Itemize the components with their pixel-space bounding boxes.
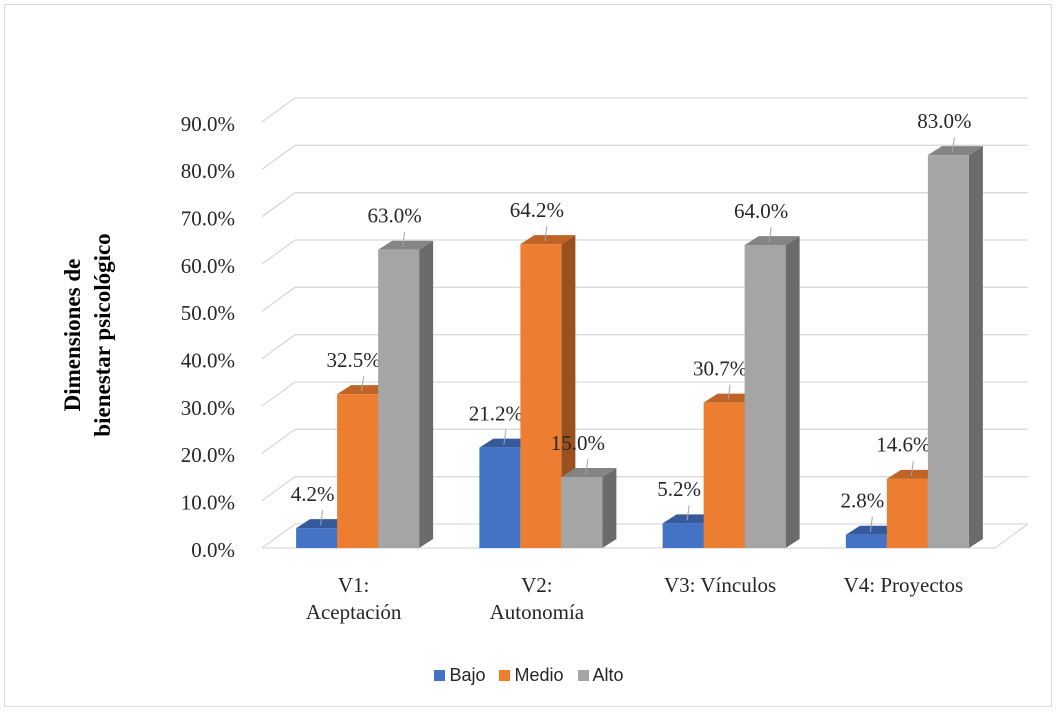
- bar-top: [927, 146, 983, 156]
- bar-side: [602, 468, 617, 548]
- legend-label: Bajo: [449, 665, 486, 685]
- leader-line: [768, 227, 772, 243]
- bar: [479, 447, 521, 548]
- data-label: 14.6%: [876, 433, 930, 457]
- leader-line: [544, 226, 548, 242]
- y-tick-label: 20.0%: [181, 443, 235, 467]
- leader-line: [686, 505, 690, 521]
- leader-line: [503, 429, 507, 445]
- data-label: 5.2%: [657, 477, 701, 501]
- y-tick-label: 30.0%: [181, 396, 235, 420]
- y-tick-label: 10.0%: [181, 490, 235, 514]
- legend-item: Alto: [577, 665, 624, 686]
- grid-line-side: [261, 144, 296, 170]
- bar-top: [520, 235, 576, 245]
- x-tick-label: V3: Vínculos: [664, 573, 777, 597]
- data-label: 64.0%: [734, 199, 788, 223]
- data-label: 4.2%: [291, 482, 335, 506]
- bar: [296, 528, 338, 548]
- legend-item: Bajo: [434, 665, 485, 686]
- data-label: 21.2%: [469, 401, 523, 425]
- grid-line-side: [261, 523, 296, 549]
- leader-line: [910, 460, 914, 476]
- y-axis-title: Dimensiones de bienestar psicológico: [60, 233, 115, 437]
- bar: [337, 394, 379, 548]
- bar-top: [561, 468, 617, 477]
- y-tick-label: 80.0%: [181, 159, 235, 183]
- bar: [520, 244, 562, 548]
- legend-swatch: [577, 670, 589, 681]
- bar: [927, 155, 969, 548]
- grid-line-side: [261, 428, 296, 454]
- data-label: 2.8%: [841, 489, 885, 513]
- bar-side: [785, 236, 800, 549]
- bar: [845, 534, 887, 548]
- data-label: 15.0%: [551, 431, 605, 455]
- bar-side: [419, 240, 434, 549]
- grid-line-side: [261, 476, 296, 502]
- legend-swatch: [499, 670, 511, 681]
- y-tick-label: 0.0%: [191, 538, 235, 562]
- legend-label: Alto: [592, 665, 624, 685]
- grid-line-side: [261, 381, 296, 407]
- data-label: 83.0%: [917, 109, 971, 133]
- y-tick-label: 40.0%: [181, 348, 235, 372]
- bar-side: [561, 235, 576, 548]
- data-label: 30.7%: [693, 356, 747, 380]
- leader-line: [585, 458, 589, 475]
- grid-line-side: [261, 286, 296, 312]
- grid-line-side: [261, 192, 296, 218]
- y-tick-label: 60.0%: [181, 254, 235, 278]
- x-tick-label: V1: Aceptación: [305, 573, 402, 624]
- leader-line: [869, 516, 873, 532]
- bar: [886, 478, 928, 548]
- bar-top: [378, 240, 434, 250]
- y-tick-label: 90.0%: [181, 112, 235, 136]
- leader-line: [320, 510, 324, 526]
- legend-swatch: [434, 670, 446, 681]
- data-label: 64.2%: [510, 198, 564, 222]
- chart-frame: [4, 4, 1052, 707]
- bar: [703, 402, 745, 548]
- bar: [561, 477, 603, 548]
- bar: [378, 249, 420, 549]
- bar: [662, 523, 704, 548]
- leader-line: [727, 384, 731, 400]
- legend: Bajo Medio Alto: [0, 665, 1058, 686]
- bar: [744, 245, 786, 549]
- x-tick-label: V2: Autonomía: [489, 573, 585, 624]
- bar-side: [968, 146, 983, 548]
- grid-line-side: [261, 334, 296, 360]
- leader-line: [361, 376, 365, 392]
- data-label: 63.0%: [368, 204, 422, 228]
- data-label: 32.5%: [327, 348, 381, 372]
- leader-line: [402, 231, 406, 247]
- bar-top: [744, 236, 800, 246]
- y-tick-label: 70.0%: [181, 206, 235, 230]
- legend-label: Medio: [514, 665, 564, 685]
- grid-line-side: [261, 239, 296, 265]
- y-tick-label: 50.0%: [181, 301, 235, 325]
- grid-line-side: [261, 97, 296, 123]
- leader-line: [951, 137, 955, 153]
- x-tick-label: V4: Proyectos: [843, 573, 964, 597]
- legend-item: Medio: [499, 665, 564, 686]
